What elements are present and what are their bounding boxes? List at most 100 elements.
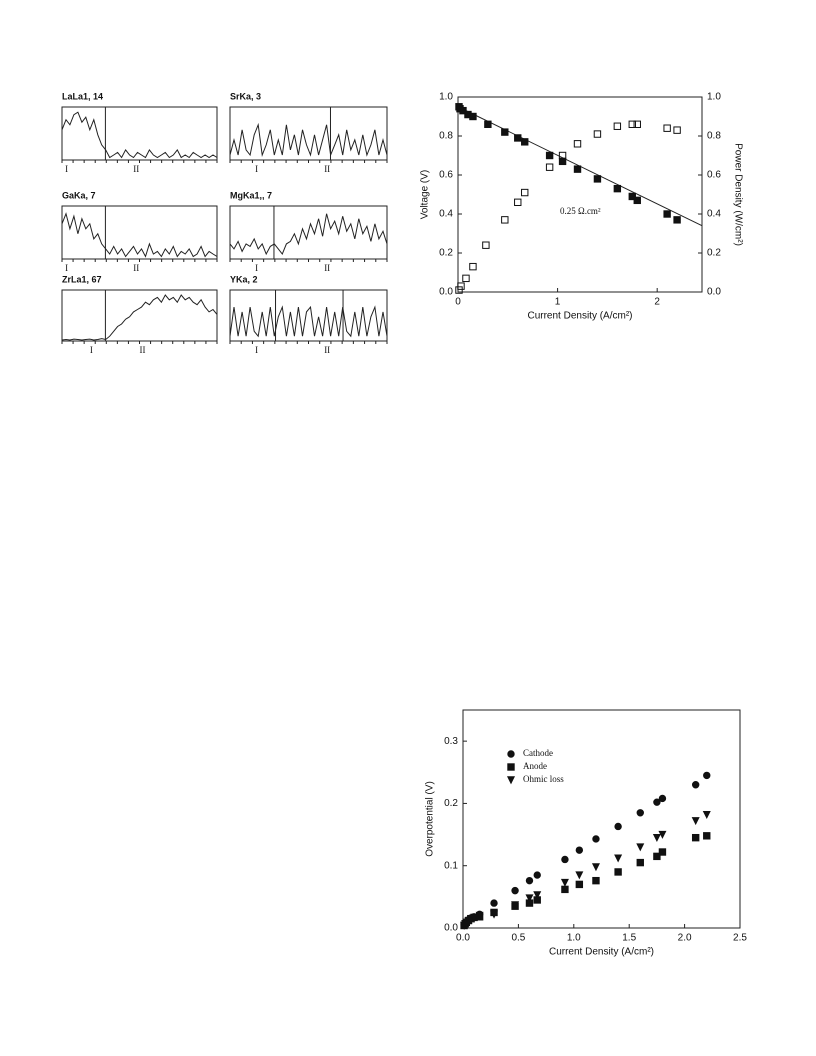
point [593, 175, 602, 183]
region-label: I [255, 164, 258, 174]
point [663, 124, 671, 132]
legend-marker [506, 776, 516, 785]
point [613, 122, 622, 130]
panel-title: MgKa1,, 7 [230, 190, 272, 200]
legend-marker [507, 763, 515, 771]
point [673, 126, 681, 134]
panel-frame [61, 289, 218, 342]
point [575, 880, 584, 889]
legend-label: Ohmic loss [523, 774, 564, 784]
point [533, 871, 541, 879]
point [691, 817, 700, 826]
panel-title: ZrLa1, 67 [62, 274, 102, 284]
point [558, 157, 567, 166]
point [702, 810, 711, 819]
y-tick-label: 0.3 [444, 736, 458, 747]
region-label: I [255, 263, 258, 273]
line-scan [229, 305, 388, 338]
point [457, 282, 465, 290]
point [691, 833, 700, 842]
panel-title: YKa, 2 [230, 274, 258, 284]
region-label: I [65, 164, 68, 174]
region-label: II [324, 263, 330, 273]
x-tick-label: 2 [654, 297, 660, 308]
point [521, 188, 529, 197]
line-scan [61, 294, 218, 341]
point [511, 886, 519, 895]
point [455, 286, 463, 294]
point [484, 120, 492, 128]
point [573, 140, 582, 148]
point [490, 899, 498, 907]
y-axis-label: Overpotential (V) [425, 781, 436, 857]
legend-label: Cathode [523, 748, 553, 758]
panel-title: SrKa, 3 [230, 91, 261, 101]
x-tick-label: 0.0 [456, 933, 470, 944]
line-scan [61, 212, 218, 258]
x-tick-label: 2.0 [678, 933, 692, 944]
point [636, 809, 644, 817]
point [469, 262, 477, 271]
region-label: II [140, 345, 146, 355]
point [558, 151, 567, 160]
y2-tick-label: 0.0 [707, 287, 721, 298]
panel-title: LaLa1, 14 [62, 91, 103, 101]
point [501, 216, 509, 224]
point [691, 781, 700, 789]
point [561, 855, 569, 864]
x-tick-label: 0 [455, 297, 461, 308]
point [658, 830, 667, 839]
point [653, 798, 661, 806]
point [592, 835, 600, 843]
point [628, 120, 636, 128]
annotation: 0.25 Ω.cm² [560, 206, 601, 216]
y-tick-label: 0.1 [444, 860, 458, 871]
point [613, 184, 622, 193]
y2-tick-label: 0.4 [707, 209, 721, 220]
point [469, 112, 477, 121]
point [490, 910, 499, 919]
panel-frame [229, 106, 388, 161]
y2-tick-label: 0.8 [707, 131, 721, 142]
region-label: II [133, 164, 139, 174]
line-scan [229, 213, 388, 256]
x-tick-label: 2.5 [733, 933, 747, 944]
point [459, 106, 467, 115]
region-label: II [133, 263, 139, 273]
point [545, 151, 554, 160]
y-tick-label: 0.2 [439, 248, 453, 259]
point [614, 822, 622, 831]
point [663, 210, 671, 218]
point [614, 868, 622, 876]
point [514, 198, 522, 207]
point [462, 274, 470, 283]
region-label: II [324, 345, 330, 355]
point [703, 771, 711, 780]
point [673, 216, 681, 224]
x-tick-label: 1.0 [567, 933, 581, 944]
point [545, 163, 554, 171]
y-tick-label: 0.2 [444, 798, 458, 809]
legend-marker [507, 750, 515, 758]
y2-axis-label: Power Density (W/cm²) [732, 143, 743, 246]
point [575, 871, 584, 880]
point [470, 914, 479, 923]
y2-tick-label: 1.0 [707, 92, 721, 103]
panel-frame [229, 289, 388, 342]
region-label: I [255, 345, 258, 355]
y-axis-label: Voltage (V) [420, 170, 431, 219]
y-tick-label: 0.0 [444, 923, 458, 934]
point [592, 876, 600, 885]
plot-frame [457, 96, 703, 293]
y2-tick-label: 0.6 [707, 170, 721, 181]
point [561, 885, 569, 894]
point [633, 196, 641, 205]
y2-tick-label: 0.2 [707, 248, 721, 259]
line-scan [229, 122, 388, 157]
y-tick-label: 0.6 [439, 170, 453, 181]
point [482, 241, 490, 249]
legend-label: Anode [523, 761, 547, 771]
point [703, 832, 711, 840]
region-label: I [90, 345, 93, 355]
